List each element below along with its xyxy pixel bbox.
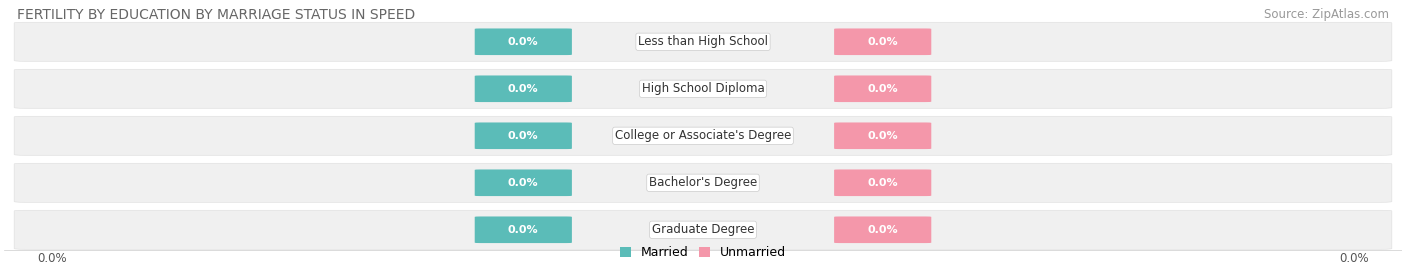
Text: 0.0%: 0.0%: [868, 84, 898, 94]
FancyBboxPatch shape: [475, 29, 572, 55]
FancyBboxPatch shape: [14, 163, 1392, 202]
Text: FERTILITY BY EDUCATION BY MARRIAGE STATUS IN SPEED: FERTILITY BY EDUCATION BY MARRIAGE STATU…: [17, 8, 415, 22]
FancyBboxPatch shape: [475, 169, 572, 196]
Text: Source: ZipAtlas.com: Source: ZipAtlas.com: [1264, 8, 1389, 21]
FancyBboxPatch shape: [834, 29, 931, 55]
Text: 0.0%: 0.0%: [868, 225, 898, 235]
Text: 0.0%: 0.0%: [508, 37, 538, 47]
Text: College or Associate's Degree: College or Associate's Degree: [614, 129, 792, 142]
FancyBboxPatch shape: [475, 76, 572, 102]
FancyBboxPatch shape: [14, 210, 1392, 249]
Text: Less than High School: Less than High School: [638, 35, 768, 48]
Text: 0.0%: 0.0%: [868, 178, 898, 188]
Text: 0.0%: 0.0%: [508, 84, 538, 94]
Text: Bachelor's Degree: Bachelor's Degree: [650, 176, 756, 189]
FancyBboxPatch shape: [834, 217, 931, 243]
FancyBboxPatch shape: [834, 122, 931, 149]
Text: Graduate Degree: Graduate Degree: [652, 223, 754, 236]
Text: 0.0%: 0.0%: [868, 131, 898, 141]
Text: 0.0%: 0.0%: [38, 252, 67, 266]
FancyBboxPatch shape: [475, 122, 572, 149]
FancyBboxPatch shape: [834, 169, 931, 196]
FancyBboxPatch shape: [14, 116, 1392, 155]
Legend: Married, Unmarried: Married, Unmarried: [614, 242, 792, 264]
Text: 0.0%: 0.0%: [868, 37, 898, 47]
FancyBboxPatch shape: [14, 22, 1392, 61]
Text: 0.0%: 0.0%: [508, 225, 538, 235]
Text: 0.0%: 0.0%: [1339, 252, 1368, 266]
Text: 0.0%: 0.0%: [508, 178, 538, 188]
Text: 0.0%: 0.0%: [508, 131, 538, 141]
FancyBboxPatch shape: [475, 217, 572, 243]
FancyBboxPatch shape: [14, 69, 1392, 108]
FancyBboxPatch shape: [834, 76, 931, 102]
Text: High School Diploma: High School Diploma: [641, 82, 765, 95]
